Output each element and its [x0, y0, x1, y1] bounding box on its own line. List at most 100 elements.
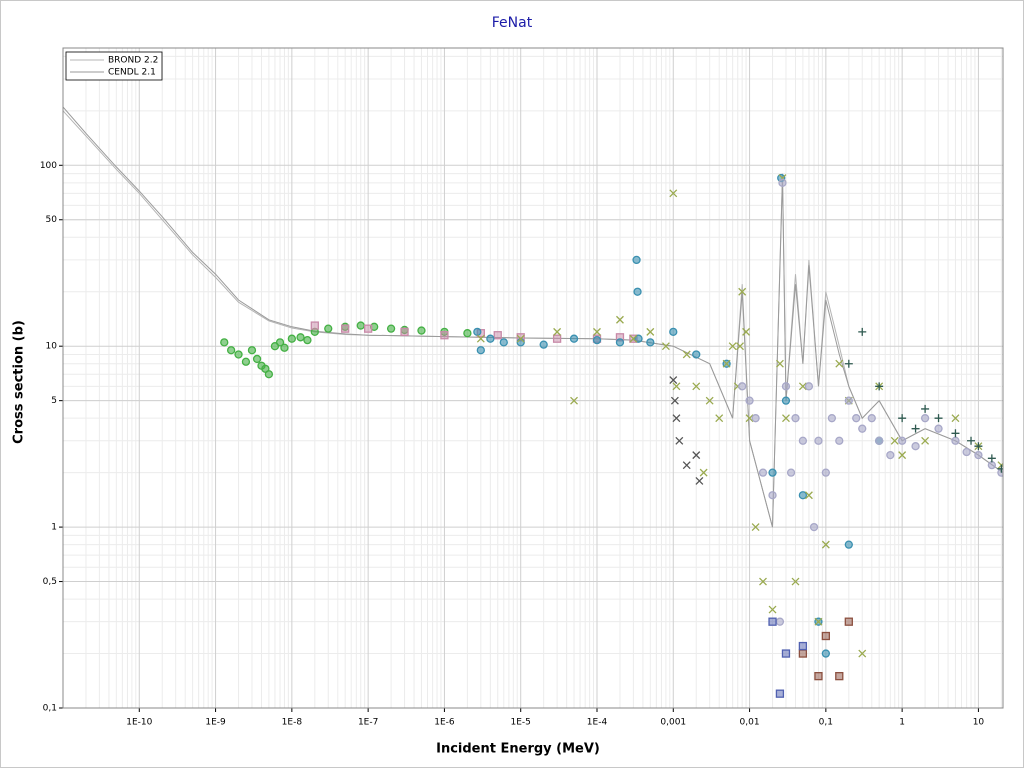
y-tick-label: 100	[40, 161, 57, 171]
point	[476, 346, 485, 355]
point	[728, 342, 737, 351]
point	[804, 382, 814, 391]
point	[715, 414, 724, 423]
y-tick-label: 1	[51, 523, 57, 533]
x-tick-label: 10	[973, 718, 985, 728]
point	[768, 491, 777, 500]
point	[987, 454, 996, 463]
x-tick-label: 1E-6	[434, 718, 455, 728]
point	[858, 649, 867, 658]
point	[775, 359, 784, 368]
point	[247, 346, 257, 355]
y-tick-label: 10	[46, 342, 58, 352]
point	[692, 350, 701, 359]
point	[897, 436, 907, 445]
point	[473, 327, 482, 337]
point	[670, 396, 679, 405]
point	[669, 189, 678, 198]
point	[798, 649, 808, 658]
point	[615, 315, 624, 324]
point	[921, 436, 930, 445]
point	[493, 331, 502, 340]
point	[241, 357, 251, 366]
point	[920, 414, 930, 423]
point	[296, 333, 305, 342]
point	[758, 468, 768, 477]
point	[951, 414, 960, 423]
point	[798, 641, 808, 651]
point	[835, 359, 844, 368]
point	[967, 436, 976, 445]
plot-border	[62, 47, 1004, 709]
point	[821, 468, 830, 477]
point	[844, 540, 853, 549]
point	[629, 334, 638, 343]
point	[341, 324, 350, 333]
x-axis-label: Incident Energy (MeV)	[436, 742, 600, 757]
point	[809, 522, 819, 532]
point	[911, 442, 920, 451]
point	[875, 436, 884, 445]
point	[814, 671, 823, 681]
point	[646, 338, 655, 347]
point	[303, 335, 312, 345]
point	[280, 343, 289, 352]
point	[835, 671, 844, 681]
point	[234, 350, 243, 359]
chart-title: FeNat	[492, 15, 533, 31]
point	[363, 324, 373, 333]
x-tick-label: 1	[899, 718, 905, 728]
point	[821, 540, 830, 549]
point	[661, 342, 670, 351]
y-tick-label: 50	[46, 215, 58, 225]
y-tick-label: 0,1	[43, 704, 57, 714]
point	[844, 359, 853, 368]
point	[798, 491, 808, 500]
point	[552, 334, 562, 343]
point	[844, 396, 853, 405]
x-tick-label: 1E-9	[205, 718, 226, 728]
point	[751, 523, 760, 532]
point	[220, 338, 229, 347]
point	[476, 334, 485, 343]
x-tick-label: 0,01	[740, 718, 760, 728]
legend-label: CENDL 2.1	[108, 68, 156, 78]
point	[791, 414, 800, 423]
point	[499, 338, 508, 347]
point	[682, 350, 691, 359]
point	[786, 468, 796, 477]
point	[827, 414, 837, 423]
point	[400, 327, 409, 337]
point	[672, 414, 681, 423]
point	[722, 359, 731, 368]
point	[974, 450, 983, 460]
point	[486, 334, 495, 343]
point	[867, 414, 876, 423]
point	[634, 334, 643, 343]
point	[738, 287, 747, 296]
point	[699, 468, 708, 477]
point	[745, 414, 754, 423]
point	[226, 346, 236, 355]
point	[782, 414, 790, 423]
point	[633, 287, 642, 296]
point	[974, 442, 983, 451]
point	[675, 436, 684, 445]
point	[252, 354, 262, 364]
point	[310, 321, 319, 330]
legend-box	[65, 51, 163, 81]
point	[672, 382, 681, 391]
point	[858, 327, 867, 336]
point	[516, 334, 525, 343]
point	[516, 338, 525, 347]
x-tick-label: 1E-10	[126, 718, 152, 728]
point	[386, 324, 396, 333]
point	[814, 617, 823, 626]
point	[682, 461, 691, 470]
point	[781, 382, 791, 391]
point	[821, 649, 830, 658]
point	[791, 577, 800, 586]
point	[615, 338, 625, 347]
point	[781, 649, 791, 658]
x-tick-label: 1E-5	[511, 718, 531, 728]
